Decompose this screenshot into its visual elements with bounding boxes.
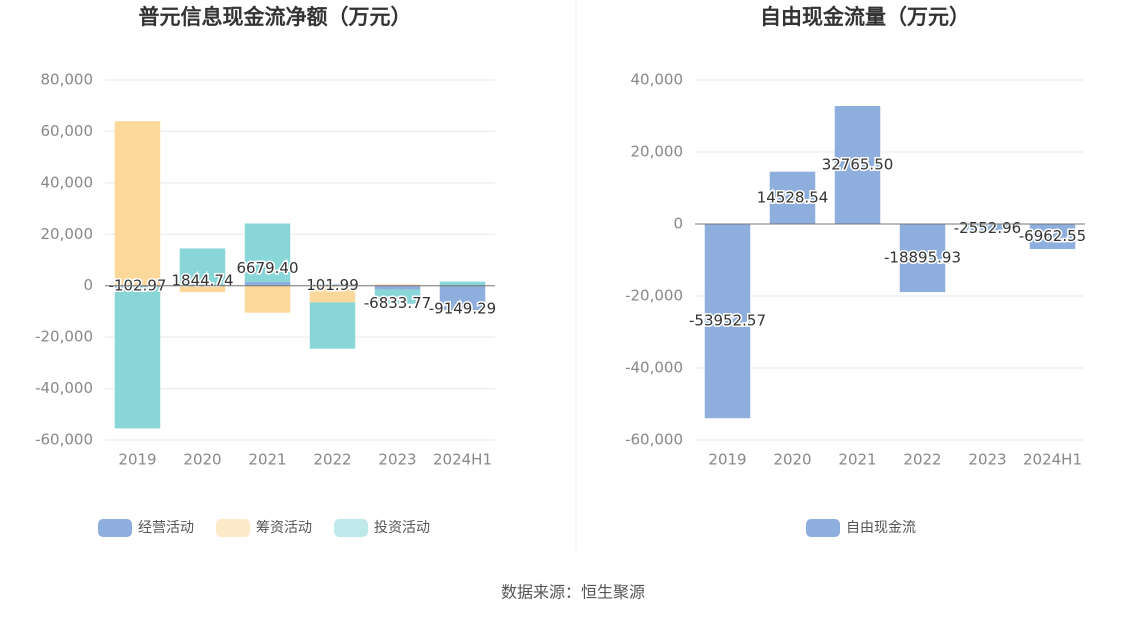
y-tick-label: 20,000: [41, 225, 94, 243]
data-label: -2552.96: [954, 219, 1021, 237]
total-label: 6679.40: [236, 259, 298, 277]
bar: [114, 121, 161, 286]
legend-swatch: [216, 519, 250, 537]
bar: [114, 285, 161, 287]
y-tick-label: 20,000: [631, 143, 684, 161]
x-tick-label: 2019: [118, 451, 156, 469]
bar: [114, 287, 161, 429]
x-tick-label: 2024H1: [1023, 451, 1082, 469]
data-label: 32765.50: [822, 156, 894, 174]
bar: [179, 285, 226, 293]
y-tick-label: 60,000: [41, 122, 94, 140]
bar: [244, 281, 291, 286]
data-label: -53952.57: [689, 312, 766, 330]
y-tick-label: -40,000: [625, 359, 683, 377]
x-tick-label: 2022: [903, 451, 941, 469]
legend-label: 投资活动: [374, 520, 430, 536]
total-label: 1844.74: [171, 271, 233, 289]
total-label: -6833.77: [364, 294, 431, 312]
bar: [374, 284, 421, 286]
data-label: -6962.55: [1019, 227, 1086, 245]
x-tick-label: 2023: [968, 451, 1006, 469]
bar: [309, 302, 356, 349]
bar: [179, 284, 226, 286]
legend-swatch: [98, 519, 132, 537]
bar: [179, 248, 226, 285]
x-tick-label: 2022: [313, 451, 351, 469]
bar: [439, 285, 486, 311]
total-label: 101.99: [306, 276, 359, 294]
y-tick-label: -60,000: [35, 431, 93, 449]
y-tick-label: -20,000: [625, 287, 683, 305]
legend-label: 经营活动: [138, 520, 194, 536]
x-tick-label: 2021: [838, 451, 876, 469]
source: 数据来源：恒生聚源: [501, 583, 645, 602]
legend-label: 自由现金流: [846, 520, 916, 536]
bar: [834, 106, 881, 224]
legend-swatch: [334, 519, 368, 537]
bar: [439, 310, 486, 312]
data-label: -18895.93: [884, 249, 961, 267]
legend-label: 筹资活动: [256, 519, 312, 536]
bar: [769, 171, 816, 224]
bar: [244, 285, 291, 313]
bar: [309, 284, 356, 286]
y-tick-label: 40,000: [631, 71, 684, 89]
x-tick-label: 2020: [773, 451, 811, 469]
x-tick-label: 2019: [708, 451, 746, 469]
y-tick-label: -20,000: [35, 328, 93, 346]
total-label: -9149.29: [429, 300, 496, 318]
x-tick-label: 2024H1: [433, 451, 492, 469]
bar: [704, 224, 751, 419]
y-tick-label: 40,000: [41, 173, 94, 191]
y-tick-label: -60,000: [625, 431, 683, 449]
x-tick-label: 2023: [378, 451, 416, 469]
y-tick-label: 80,000: [41, 71, 94, 89]
bar: [899, 224, 946, 293]
bar: [374, 289, 421, 304]
y-tick-label: 0: [673, 215, 683, 233]
legend-swatch: [806, 519, 840, 537]
chart-title: 普元信息现金流净额（万元）: [139, 5, 412, 29]
bar: [309, 285, 356, 303]
bar: [964, 224, 1011, 234]
bar: [439, 281, 486, 286]
bar: [1029, 224, 1076, 250]
data-label: 14528.54: [757, 188, 829, 206]
y-tick-label: 0: [83, 276, 93, 294]
y-tick-label: -40,000: [35, 379, 93, 397]
x-tick-label: 2020: [183, 451, 221, 469]
bar: [374, 285, 421, 290]
bar: [244, 223, 291, 282]
x-tick-label: 2021: [248, 451, 286, 469]
chart-title: 自由现金流量（万元）: [760, 5, 970, 29]
